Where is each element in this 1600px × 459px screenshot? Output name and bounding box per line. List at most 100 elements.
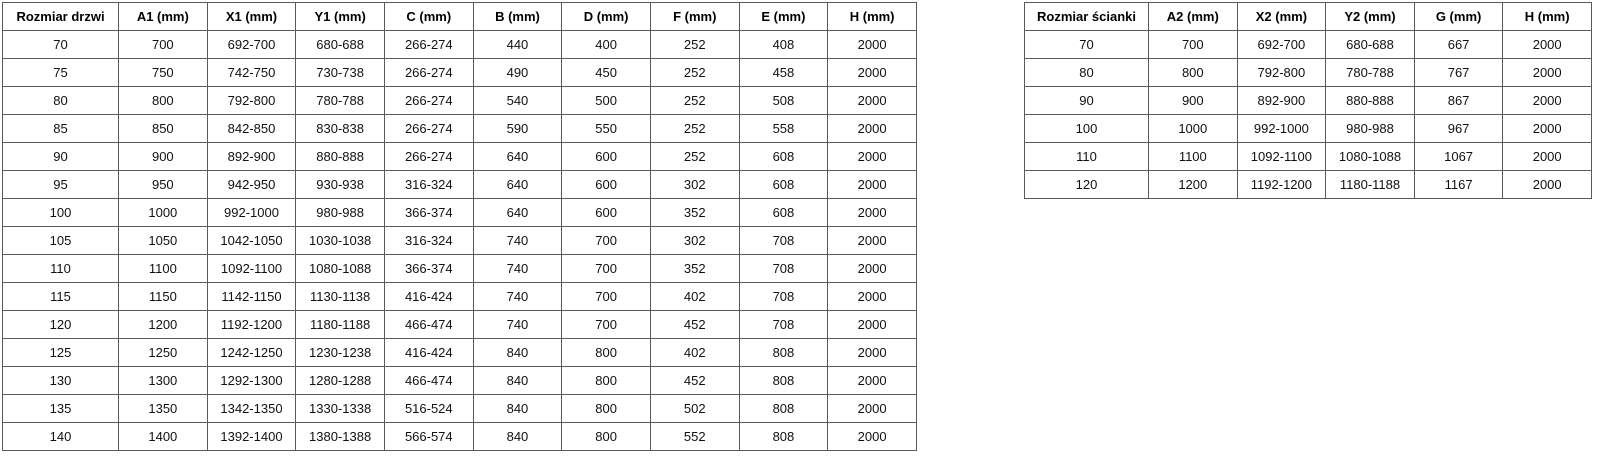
table-cell: 120 (1024, 170, 1149, 199)
table-row: 140 1400 1392-1400 1380-1388 566-574 840 800 55… (2, 422, 917, 451)
table-cell: 1167 (1413, 170, 1504, 199)
table-cell: 680-688 (295, 30, 385, 59)
table-cell: 1100 (118, 254, 208, 283)
table-cell: 700 (561, 226, 651, 255)
table-row: 105 1050 1042-1050 1030-1038 316-324 740 700 30… (2, 226, 917, 255)
table-cell: 780-788 (295, 86, 385, 115)
table-cell: 266-274 (383, 142, 474, 171)
table-cell: 700 (118, 30, 208, 59)
table-cell: 466-474 (383, 366, 474, 395)
table-cell: 967 (1413, 114, 1504, 143)
table-cell: 590 (472, 114, 563, 143)
table-cell: 1250 (118, 338, 208, 367)
table-cell: 1392-1400 (206, 422, 297, 451)
table-cell: 880-888 (1325, 86, 1415, 115)
table-cell: 120 (2, 310, 119, 339)
table-cell: 416-424 (383, 338, 474, 367)
table-cell: 780-788 (1325, 58, 1415, 87)
column-header: A1 (mm) (118, 2, 208, 31)
table-cell: 1350 (118, 394, 208, 423)
table-cell: 100 (1024, 114, 1149, 143)
table-cell: 1180-1188 (295, 310, 385, 339)
table-cell: 95 (2, 170, 119, 199)
table-cell: 692-700 (206, 30, 297, 59)
table-cell: 110 (2, 254, 119, 283)
table-cell: 450 (561, 58, 651, 87)
table-cell: 880-888 (295, 142, 385, 171)
column-header: Rozmiar ścianki (1024, 2, 1149, 31)
header-row: Rozmiar ścianki A2 (mm) X2 (mm) Y2 (mm) G (m… (1024, 2, 1592, 31)
table-cell: 840 (472, 422, 563, 451)
table-cell: 252 (649, 30, 740, 59)
table-cell: 566-574 (383, 422, 474, 451)
table-cell: 2000 (827, 282, 917, 311)
table-cell: 730-738 (295, 58, 385, 87)
door-sizes-table: Rozmiar drzwi A1 (mm) X1 (mm) Y1 (mm) C (mm)… (2, 2, 917, 451)
table-cell: 640 (472, 198, 563, 227)
table-cell: 266-274 (383, 58, 474, 87)
table-cell: 408 (738, 30, 829, 59)
table-cell: 767 (1413, 58, 1504, 87)
table-cell: 1192-1200 (1236, 170, 1327, 199)
table-cell: 900 (1148, 86, 1238, 115)
column-header: Y2 (mm) (1325, 2, 1415, 31)
table-cell: 400 (561, 30, 651, 59)
table-cell: 708 (738, 282, 829, 311)
table-cell: 792-800 (206, 86, 297, 115)
table-cell: 1242-1250 (206, 338, 297, 367)
table-cell: 458 (738, 58, 829, 87)
table-cell: 1000 (118, 198, 208, 227)
table-cell: 2000 (827, 338, 917, 367)
column-header: C (mm) (383, 2, 474, 31)
column-header: Rozmiar drzwi (2, 2, 119, 31)
table-cell: 830-838 (295, 114, 385, 143)
table-cell: 700 (1148, 30, 1238, 59)
table-cell: 266-274 (383, 30, 474, 59)
table-cell: 75 (2, 58, 119, 87)
table-cell: 740 (472, 310, 563, 339)
table-cell: 800 (1148, 58, 1238, 87)
table-row: 110 1100 1092-1100 1080-1088 1067 2000 (1024, 142, 1592, 171)
table-cell: 316-324 (383, 170, 474, 199)
table-cell: 680-688 (1325, 30, 1415, 59)
table-cell: 740 (472, 282, 563, 311)
wall-panel-sizes-table: Rozmiar ścianki A2 (mm) X2 (mm) Y2 (mm) G (m… (1024, 2, 1592, 199)
table-cell: 842-850 (206, 114, 297, 143)
table-cell: 2000 (827, 86, 917, 115)
table-row: 90 900 892-900 880-888 867 2000 (1024, 86, 1592, 115)
table-cell: 2000 (827, 170, 917, 199)
table-cell: 100 (2, 198, 119, 227)
table-cell: 2000 (827, 394, 917, 423)
column-header: F (mm) (649, 2, 740, 31)
table-cell: 992-1000 (1236, 114, 1327, 143)
table-cell: 2000 (827, 198, 917, 227)
table-cell: 800 (561, 394, 651, 423)
table-cell: 130 (2, 366, 119, 395)
table-cell: 2000 (827, 254, 917, 283)
table-cell: 252 (649, 58, 740, 87)
table-cell: 452 (649, 366, 740, 395)
table-cell: 1130-1138 (295, 282, 385, 311)
table-cell: 105 (2, 226, 119, 255)
table-cell: 800 (118, 86, 208, 115)
table-row: 70 700 692-700 680-688 266-274 440 400 252 408 20… (2, 30, 917, 59)
table-cell: 452 (649, 310, 740, 339)
table-cell: 558 (738, 114, 829, 143)
header-row: Rozmiar drzwi A1 (mm) X1 (mm) Y1 (mm) C (mm)… (2, 2, 917, 31)
table-cell: 80 (2, 86, 119, 115)
table-cell: 2000 (1502, 86, 1592, 115)
table-cell: 1342-1350 (206, 394, 297, 423)
table-cell: 792-800 (1236, 58, 1327, 87)
table-cell: 502 (649, 394, 740, 423)
table-cell: 440 (472, 30, 563, 59)
table-cell: 1380-1388 (295, 422, 385, 451)
table-cell: 808 (738, 394, 829, 423)
table-cell: 1050 (118, 226, 208, 255)
table-cell: 800 (561, 366, 651, 395)
table-cell: 667 (1413, 30, 1504, 59)
table-cell: 892-900 (1236, 86, 1327, 115)
table-cell: 70 (1024, 30, 1149, 59)
table-cell: 2000 (827, 58, 917, 87)
table-cell: 2000 (827, 226, 917, 255)
table-cell: 600 (561, 170, 651, 199)
